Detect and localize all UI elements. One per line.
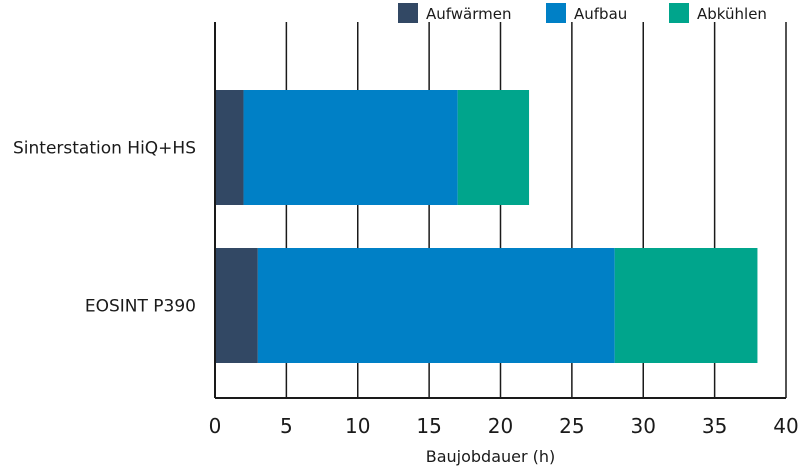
bar-segment-aufwärmen [215,248,258,363]
x-tick-label: 20 [488,414,513,438]
x-tick-label: 15 [416,414,441,438]
x-axis-title: Baujobdauer (h) [426,447,556,466]
category-label: EOSINT P390 [85,297,196,317]
x-tick-label: 5 [280,414,293,438]
legend-swatch [669,3,689,23]
legend-label: Abkühlen [697,5,767,23]
bar-segment-aufwärmen [215,90,244,205]
x-tick-labels: 0 5 10 15 20 25 30 35 40 [209,414,799,438]
x-tick-label: 25 [559,414,584,438]
x-tick-label: 40 [773,414,798,438]
bar-segment-aufbau [243,90,458,205]
x-tick-label: 0 [209,414,222,438]
bar-segment-abkühlen [614,248,758,363]
legend-label: Aufwärmen [426,5,512,23]
grid-lines [285,22,787,398]
legend-swatch [398,3,418,23]
legend: Aufwärmen Aufbau Abkühlen [398,3,767,23]
bar-segment-aufbau [257,248,615,363]
legend-label: Aufbau [574,5,627,23]
category-labels: Sinterstation HiQ+HS EOSINT P390 [13,139,196,317]
x-tick-label: 10 [345,414,370,438]
x-tick-label: 35 [702,414,727,438]
bar-segment-abkühlen [457,90,530,205]
bars [215,90,758,363]
x-tick-label: 30 [631,414,656,438]
legend-swatch [546,3,566,23]
category-label: Sinterstation HiQ+HS [13,139,196,159]
